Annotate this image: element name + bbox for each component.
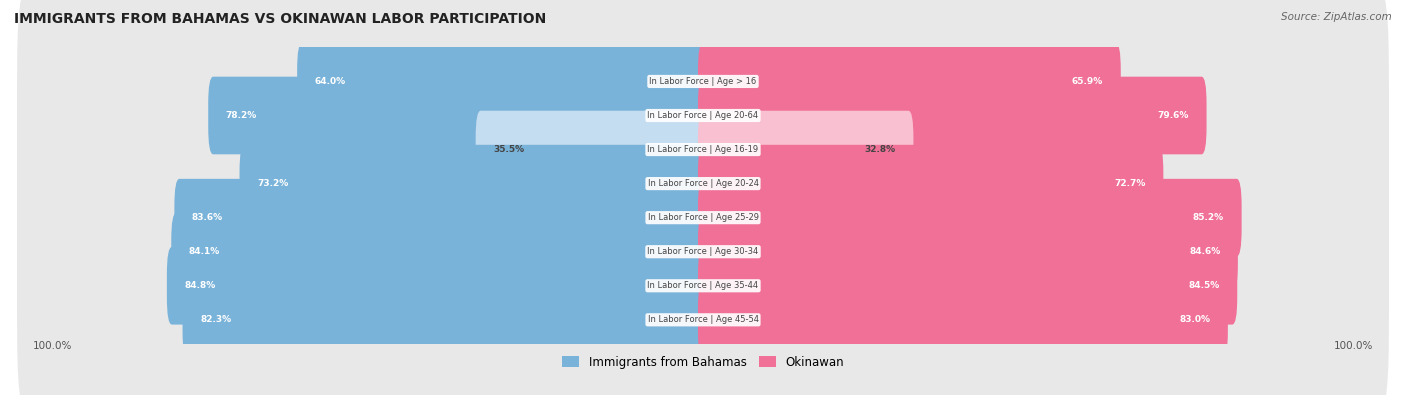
FancyBboxPatch shape: [17, 79, 1389, 288]
FancyBboxPatch shape: [17, 181, 1389, 391]
FancyBboxPatch shape: [174, 179, 709, 256]
Text: 83.6%: 83.6%: [193, 213, 224, 222]
FancyBboxPatch shape: [697, 247, 1237, 325]
Text: IMMIGRANTS FROM BAHAMAS VS OKINAWAN LABOR PARTICIPATION: IMMIGRANTS FROM BAHAMAS VS OKINAWAN LABO…: [14, 12, 547, 26]
Text: 84.1%: 84.1%: [188, 247, 221, 256]
Text: In Labor Force | Age 25-29: In Labor Force | Age 25-29: [648, 213, 758, 222]
FancyBboxPatch shape: [697, 43, 1121, 120]
Text: 64.0%: 64.0%: [315, 77, 346, 86]
FancyBboxPatch shape: [167, 247, 709, 325]
Text: 35.5%: 35.5%: [494, 145, 524, 154]
Text: 79.6%: 79.6%: [1157, 111, 1189, 120]
Text: 32.8%: 32.8%: [865, 145, 896, 154]
Text: In Labor Force | Age 20-64: In Labor Force | Age 20-64: [647, 111, 759, 120]
FancyBboxPatch shape: [17, 0, 1389, 186]
Text: 85.2%: 85.2%: [1192, 213, 1225, 222]
FancyBboxPatch shape: [697, 179, 1241, 256]
FancyBboxPatch shape: [697, 145, 1163, 222]
Text: 73.2%: 73.2%: [257, 179, 288, 188]
Text: 84.8%: 84.8%: [184, 281, 215, 290]
FancyBboxPatch shape: [475, 111, 709, 188]
Text: 83.0%: 83.0%: [1180, 315, 1211, 324]
FancyBboxPatch shape: [17, 11, 1389, 220]
Text: 84.6%: 84.6%: [1189, 247, 1220, 256]
Text: In Labor Force | Age 45-54: In Labor Force | Age 45-54: [648, 315, 758, 324]
FancyBboxPatch shape: [297, 43, 709, 120]
Text: In Labor Force | Age 20-24: In Labor Force | Age 20-24: [648, 179, 758, 188]
Text: 65.9%: 65.9%: [1071, 77, 1104, 86]
Text: 84.5%: 84.5%: [1188, 281, 1219, 290]
Legend: Immigrants from Bahamas, Okinawan: Immigrants from Bahamas, Okinawan: [557, 351, 849, 373]
FancyBboxPatch shape: [697, 281, 1227, 359]
FancyBboxPatch shape: [17, 147, 1389, 357]
Text: 100.0%: 100.0%: [1334, 341, 1374, 351]
Text: In Labor Force | Age 16-19: In Labor Force | Age 16-19: [647, 145, 759, 154]
FancyBboxPatch shape: [17, 113, 1389, 322]
FancyBboxPatch shape: [17, 45, 1389, 254]
Text: 100.0%: 100.0%: [32, 341, 72, 351]
Text: 78.2%: 78.2%: [226, 111, 257, 120]
Text: In Labor Force | Age 35-44: In Labor Force | Age 35-44: [647, 281, 759, 290]
Text: 82.3%: 82.3%: [200, 315, 231, 324]
FancyBboxPatch shape: [208, 77, 709, 154]
FancyBboxPatch shape: [183, 281, 709, 359]
FancyBboxPatch shape: [697, 213, 1237, 291]
FancyBboxPatch shape: [697, 111, 914, 188]
FancyBboxPatch shape: [172, 213, 709, 291]
FancyBboxPatch shape: [697, 77, 1206, 154]
FancyBboxPatch shape: [17, 215, 1389, 395]
Text: Source: ZipAtlas.com: Source: ZipAtlas.com: [1281, 12, 1392, 22]
FancyBboxPatch shape: [239, 145, 709, 222]
Text: 72.7%: 72.7%: [1115, 179, 1146, 188]
Text: In Labor Force | Age 30-34: In Labor Force | Age 30-34: [647, 247, 759, 256]
Text: In Labor Force | Age > 16: In Labor Force | Age > 16: [650, 77, 756, 86]
